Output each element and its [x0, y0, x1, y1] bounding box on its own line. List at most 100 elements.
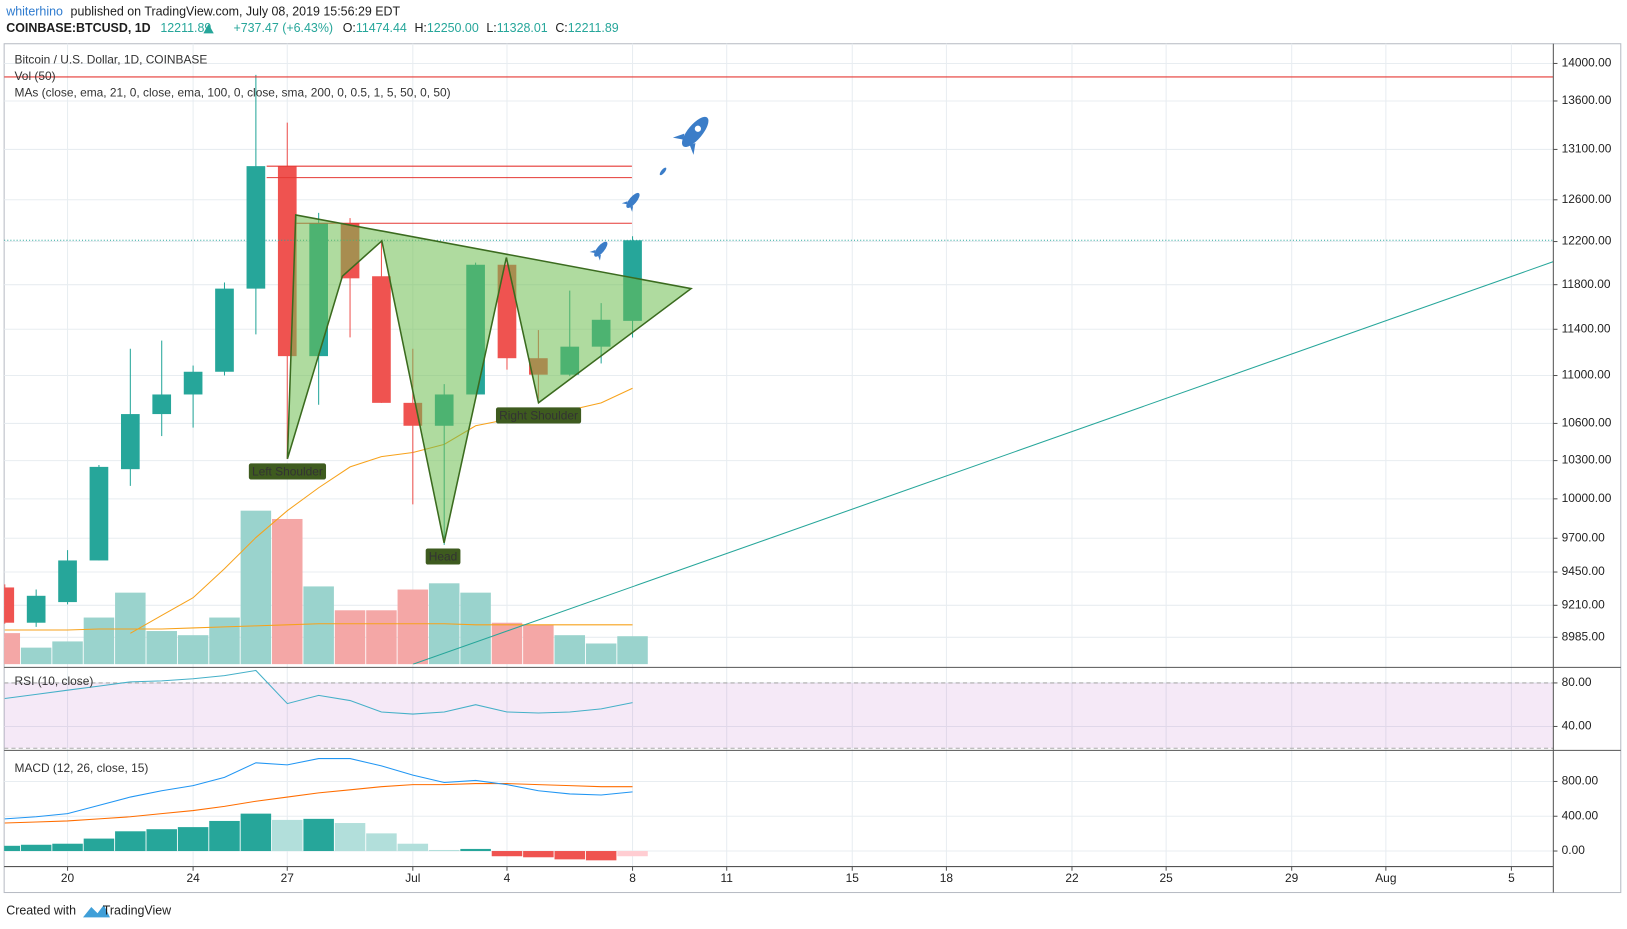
- candle-body: [120, 414, 140, 470]
- x-tick-label: 11: [721, 871, 734, 885]
- macd-line: [4, 758, 633, 820]
- volume-bar: [83, 617, 115, 665]
- ohlc-value: 11328.01: [497, 21, 548, 35]
- rsi-pane: [4, 669, 1554, 749]
- rocket-icon: [659, 167, 667, 176]
- last-price: 12211.89: [160, 21, 211, 35]
- y-tick-label: 10300.00: [1562, 453, 1612, 467]
- volume-bar: [20, 647, 52, 665]
- pattern-label-box: [495, 407, 582, 424]
- macd-histogram-bar: [83, 838, 115, 852]
- candle-body: [89, 466, 109, 561]
- macd-pane: [4, 758, 648, 861]
- brand-logo: [83, 904, 110, 918]
- footer-text: Created with: [6, 903, 76, 917]
- y-tick-label: 9210.00: [1562, 597, 1605, 611]
- y-tick-label: 400.00: [1562, 808, 1599, 822]
- ohlc-value: 12211.89: [568, 21, 619, 35]
- volume-bar: [460, 592, 491, 665]
- signal-line: [4, 783, 633, 824]
- y-tick-label: 13100.00: [1562, 142, 1612, 156]
- publish-line: whiterhino published on TradingView.com,…: [5, 5, 400, 19]
- candle-body: [372, 276, 391, 403]
- macd-histogram-bar: [146, 829, 177, 852]
- volume-bar: [366, 610, 397, 665]
- y-tick-label: 11400.00: [1562, 321, 1611, 335]
- macd-histogram-bar: [491, 851, 523, 857]
- head-and-shoulders-pattern: [286, 214, 693, 544]
- candle-body: [26, 595, 46, 623]
- ohlc-value: 11474.44: [356, 21, 407, 35]
- volume-bar: [491, 622, 523, 665]
- macd-histogram-bar: [554, 851, 586, 860]
- indicator-title: RSI (10, close): [15, 674, 94, 688]
- volume-bar: [303, 586, 334, 665]
- author[interactable]: whiterhino: [5, 5, 63, 19]
- y-tick-label: 12600.00: [1562, 192, 1612, 206]
- y-tick-label: 11800.00: [1562, 277, 1611, 291]
- rocket-icon: [621, 192, 640, 212]
- volume-bar: [554, 635, 586, 665]
- macd-histogram-bar: [397, 843, 429, 852]
- volume-bar: [397, 589, 429, 665]
- candle-body: [4, 587, 15, 623]
- macd-histogram-bar: [303, 818, 334, 852]
- volume-bar: [585, 643, 617, 665]
- pattern-label: Head: [429, 550, 458, 564]
- macd-histogram-bar: [20, 844, 52, 852]
- y-tick-label: 0.00: [1562, 843, 1586, 857]
- x-tick-label: 5: [1508, 871, 1515, 885]
- y-tick-label: 40.00: [1562, 719, 1592, 733]
- y-tick-label: 13600.00: [1562, 93, 1612, 107]
- candle-body: [183, 371, 203, 395]
- x-tick-label: 22: [1065, 871, 1079, 885]
- pattern-labels: Left Shoulder Head Right Shoulder: [248, 407, 582, 565]
- x-tick-label: 25: [1160, 871, 1174, 885]
- x-tick-label: Aug: [1375, 871, 1396, 885]
- ohlc-label: H:: [414, 21, 426, 35]
- published: published on TradingView.com, July 08, 2…: [71, 5, 401, 19]
- symbol: COINBASE:BTCUSD, 1D: [6, 21, 150, 35]
- volume-bar: [4, 633, 21, 665]
- y-tick-label: 9450.00: [1562, 564, 1605, 578]
- ohlc-label: C:: [555, 21, 567, 35]
- volume-bar: [617, 636, 648, 665]
- x-tick-label: 15: [846, 871, 860, 885]
- macd-histogram-bar: [52, 843, 83, 852]
- ohlc-label: L:: [486, 21, 496, 35]
- x-tick-label: 4: [504, 871, 511, 885]
- y-tick-label: 12200.00: [1562, 234, 1612, 248]
- rocket-icon: [672, 116, 709, 155]
- x-tick-label: 20: [61, 871, 75, 885]
- y-tick-label: 14000.00: [1562, 56, 1612, 70]
- candle-body: [497, 264, 517, 359]
- rsi-line: [4, 669, 633, 715]
- indicator-title: Vol (50): [15, 69, 56, 83]
- ohlc-label: O:: [343, 21, 356, 35]
- x-tick-label: 18: [940, 871, 954, 885]
- chart-title: Bitcoin / U.S. Dollar, 1D, COINBASE: [15, 53, 208, 67]
- candle-body: [246, 166, 266, 289]
- macd-histogram-bar: [585, 851, 617, 861]
- macd-histogram-bar: [366, 833, 397, 852]
- y-tick-label: 10000.00: [1562, 491, 1612, 505]
- volume-ma-line: [4, 623, 633, 631]
- ohlc-value: 12250.00: [427, 21, 479, 35]
- macd-histogram-bar: [115, 831, 146, 852]
- brand[interactable]: TradingView: [103, 903, 172, 917]
- candle-body: [215, 288, 234, 372]
- pattern-label: Left Shoulder: [252, 464, 323, 478]
- volume-bar: [523, 624, 554, 665]
- symbol-line: COINBASE:BTCUSD, 1D 12211.89 +737.47 (+6…: [6, 21, 619, 35]
- trend-line: [412, 261, 1554, 665]
- chart-frame: [3, 43, 1622, 894]
- volume-bar: [146, 631, 177, 665]
- pattern-label-box: [248, 463, 327, 480]
- x-tick-label: 27: [281, 871, 295, 885]
- macd-histogram-bar: [177, 827, 209, 852]
- macd-histogram-bar: [209, 820, 240, 852]
